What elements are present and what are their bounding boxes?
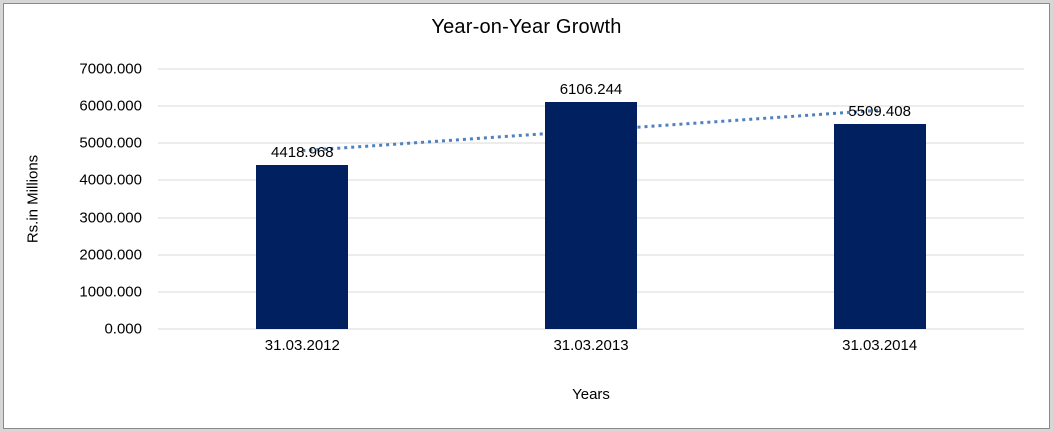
category-labels: 31.03.2012 31.03.2013 31.03.2014 [158, 337, 1024, 357]
chart-frame[interactable]: Year-on-Year Growth Rs.in Millions 0.000… [3, 3, 1050, 429]
y-axis-tick-label: 3000.000 [79, 209, 142, 227]
plot-area: 4418.968 6106.244 5509.408 [158, 68, 1024, 330]
y-axis-tick-label: 7000.000 [79, 60, 142, 78]
gridline [158, 328, 1024, 330]
y-axis-tick-label: 6000.000 [79, 97, 142, 115]
gridline [158, 68, 1024, 70]
y-axis-tick-label: 4000.000 [79, 171, 142, 189]
x-axis-category-label: 31.03.2013 [553, 337, 629, 354]
y-axis-tick-label: 2000.000 [79, 246, 142, 264]
bar-31.03.2014[interactable] [833, 124, 926, 329]
data-label: 5509.408 [848, 103, 911, 121]
y-axis-tick-label: 1000.000 [79, 283, 142, 301]
x-axis-category-label: 31.03.2012 [264, 337, 340, 354]
bars-layer: 4418.968 6106.244 5509.408 [158, 69, 1024, 329]
data-label: 6106.244 [559, 81, 623, 99]
x-axis-category-label: 31.03.2014 [842, 337, 918, 354]
x-axis-title: Years [572, 386, 610, 403]
data-label: 4418.968 [271, 143, 334, 161]
y-axis-tick-label: 5000.000 [79, 134, 142, 152]
y-tick-labels: 0.000 1000.000 2000.000 3000.000 4000.000 500… [4, 61, 148, 338]
bar-31.03.2012[interactable] [256, 164, 349, 329]
chart-title: Year-on-Year Growth [431, 16, 622, 38]
y-axis-tick-label: 0.000 [104, 320, 142, 338]
bar-31.03.2013[interactable] [545, 102, 637, 329]
